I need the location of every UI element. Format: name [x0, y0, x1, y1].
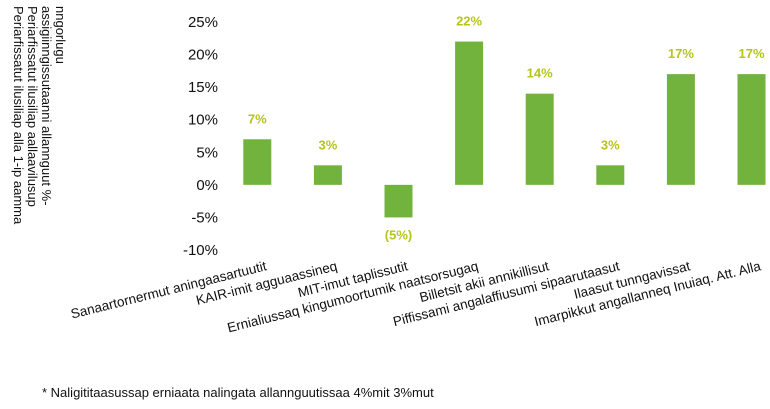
value-label: 22% — [456, 14, 482, 29]
y-tick-label: 25% — [188, 14, 218, 31]
y-tick-label: 0% — [196, 177, 218, 194]
y-tick-label: 15% — [188, 79, 218, 96]
value-label: 14% — [527, 66, 553, 81]
value-label: 17% — [738, 46, 764, 61]
bar — [737, 74, 766, 185]
y-axis-label: assigiinngissutaanni allannguut %- — [39, 6, 54, 205]
bar — [384, 184, 413, 218]
bar — [455, 41, 484, 185]
y-tick-label: -10% — [183, 242, 218, 259]
bar — [666, 74, 695, 185]
y-tick-label: 20% — [188, 47, 218, 64]
y-tick-label: 5% — [196, 144, 218, 161]
bar — [243, 139, 272, 185]
y-axis-label: Periarfissatut ilusiliap aallaavilusup — [25, 6, 40, 207]
y-axis-label: nngorlugu — [53, 6, 68, 64]
bar — [313, 165, 342, 185]
bar — [525, 93, 554, 185]
value-label: 17% — [668, 46, 694, 61]
value-label: 3% — [319, 137, 338, 152]
value-label: 3% — [601, 137, 620, 152]
value-label: 7% — [248, 111, 267, 126]
footnote: * Naligititaasussap erniaata nalingata a… — [42, 385, 434, 400]
y-tick-label: 10% — [188, 112, 218, 129]
bar — [596, 165, 625, 185]
y-tick-label: -5% — [191, 209, 218, 226]
y-axis-label: Periarfissatut ilusiliap alla 1-ip aamma — [11, 6, 26, 225]
value-label: (5%) — [385, 227, 412, 242]
